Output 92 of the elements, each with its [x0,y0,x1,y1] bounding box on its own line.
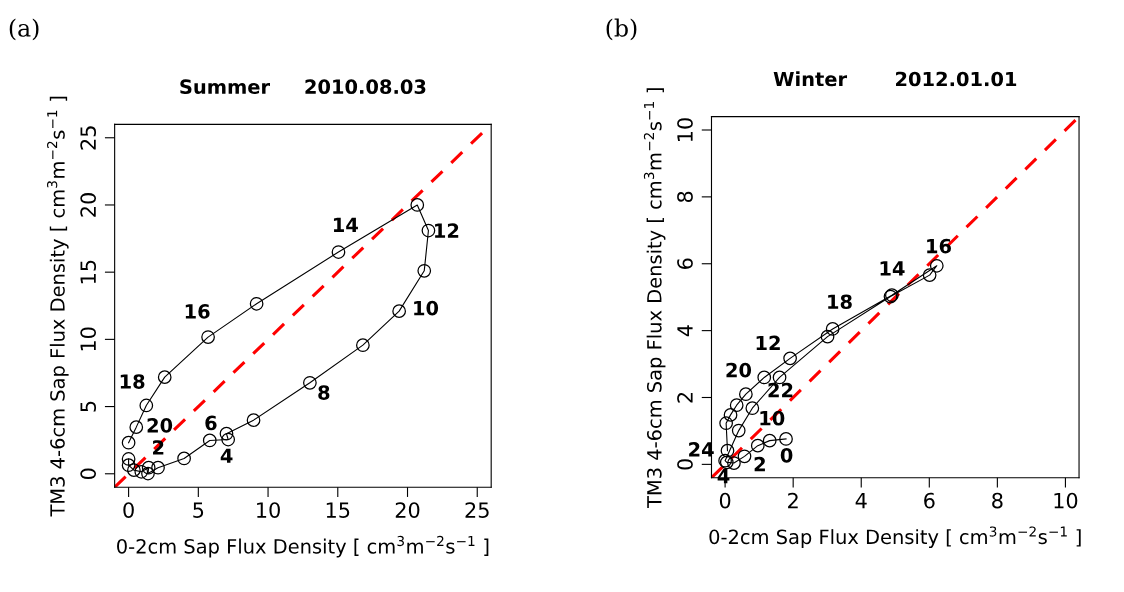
point [762,433,777,448]
y-tick-label: 15 [80,260,97,284]
annotation: 12 [756,335,780,351]
point [303,375,317,390]
point [392,304,407,319]
annotation: 20 [726,362,752,378]
annotation: 22 [768,382,793,398]
annotation: 6 [205,415,217,431]
text: (b) [606,18,637,41]
x-tick-label: 20 [395,502,420,518]
x-tick-label: 10 [1054,492,1078,509]
annotation: 2 [754,456,765,472]
y-tick-label: 0 [80,468,97,480]
point [141,460,156,475]
point [723,408,738,422]
point [141,466,155,481]
point [127,463,141,478]
y-axis-title: TM3 4-6cm Sap Flux Density [ cm$^{3}$m$^{−2}$s$^{−1}$ ] [643,88,666,509]
point [356,338,370,353]
point [922,268,937,282]
point [719,416,734,431]
point [720,443,735,458]
y-tick-label: 5 [80,401,97,412]
point [121,452,136,466]
point [727,456,741,470]
x-tick-label: 0 [123,502,134,518]
x-tick-label: 10 [257,502,280,518]
annotation: 18 [828,294,852,310]
point [825,322,840,336]
x-tick-label: 0 [719,492,731,509]
chart-title: Summer 2010.08.03 [180,79,426,95]
point [745,401,760,416]
x-tick-label: 5 [193,502,204,518]
point [820,329,835,344]
point [779,432,793,446]
point [129,420,144,435]
y-tick-label: 2 [677,392,693,403]
point [202,433,217,448]
point [417,263,432,278]
point [731,423,746,438]
x-tick-label: 15 [326,502,350,518]
y-tick-label: 8 [677,191,693,203]
point [738,387,753,402]
point [219,426,234,441]
chart-title: Winter 2012.01.01 [773,71,1017,87]
y-tick-label: 10 [80,327,97,351]
point [737,449,752,464]
x-axis-title: 0-2cm Sap Flux Density [ cm$^{3}$m$^{−2}$s$^{−1}$ ] [117,535,489,558]
point [121,458,136,473]
y-axis-title: TM3 4-6cm Sap Flux Density [ cm$^{3}$m$^{−2}$s$^{−1}$ ] [47,96,69,517]
x-tick-label: 8 [992,492,1003,509]
x-tick-label: 4 [855,492,867,509]
y-tick-label: 6 [677,258,693,269]
annotation: 20 [147,418,173,433]
x-tick-label: 25 [465,502,489,518]
point [729,398,744,413]
point [139,398,154,413]
point [421,223,436,238]
text: (a) [9,18,39,41]
annotation: 10 [414,300,439,316]
annotation: 14 [880,261,905,276]
annotation: 0 [780,447,793,463]
annotation: 12 [435,223,459,238]
annotation: 18 [120,374,145,389]
point [151,460,165,475]
point [177,451,191,466]
point [246,413,261,428]
y-tick-label: 25 [80,126,97,150]
x-tick-label: 2 [788,492,798,509]
point [157,370,172,385]
y-tick-label: 20 [80,193,97,217]
point [249,296,264,311]
point [134,464,149,479]
annotation: 14 [333,217,358,232]
point [121,435,136,450]
y-tick-label: 4 [677,325,693,337]
point [929,258,944,273]
point [410,198,425,212]
point [331,245,346,259]
point [783,351,797,366]
annotation: 10 [760,410,785,426]
y-tick-label: 0 [677,459,693,470]
x-axis-title: 0-2cm Sap Flux Density [ cm$^{3}$m$^{−2}$s$^{−1}$ ] [709,526,1081,548]
point [201,330,215,344]
y-tick-label: 10 [677,118,693,141]
point [221,432,236,447]
annotation: 8 [318,385,330,400]
point [750,438,765,453]
annotation: 16 [927,238,951,254]
x-tick-label: 6 [924,492,935,509]
annotation: 16 [185,304,210,319]
annotation: 4 [220,448,233,463]
